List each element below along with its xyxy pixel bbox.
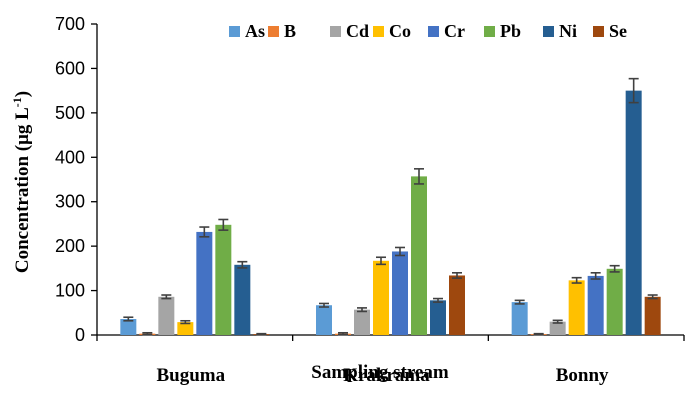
bar: [449, 275, 465, 335]
legend-swatch: [373, 26, 384, 37]
y-axis-title-main: Concentration (μg L: [12, 107, 33, 273]
y-tick-label: 0: [75, 325, 85, 345]
legend-label: Pb: [500, 21, 521, 41]
y-axis-title-superscript: -1: [10, 97, 24, 107]
legend-label: Se: [609, 21, 627, 41]
y-axis-title: Concentration (μg L-1): [10, 91, 33, 273]
bar: [606, 268, 623, 335]
legend-swatch: [330, 26, 341, 37]
bar: [234, 264, 251, 335]
y-tick-label: 600: [55, 58, 85, 78]
bar: [411, 176, 427, 335]
bar: [196, 231, 213, 335]
y-tick-label: 100: [55, 281, 85, 301]
bar: [373, 260, 389, 335]
bar: [511, 302, 528, 335]
bar: [158, 296, 175, 335]
legend-label: B: [284, 21, 296, 41]
legend: As B Cd Co Cr Pb Ni Se: [229, 21, 627, 41]
x-tick-label: Krakrama: [343, 365, 430, 386]
bar: [587, 275, 604, 335]
bar: [549, 321, 566, 335]
bars-layer: [120, 90, 661, 336]
legend-swatch: [428, 26, 439, 37]
y-axis: 0 100 200 300 400 500 600 700: [55, 14, 98, 345]
bar: [354, 309, 370, 335]
y-axis-title-end: ): [12, 91, 33, 97]
legend-swatch: [484, 26, 495, 37]
legend-label: Ni: [559, 21, 577, 41]
legend-swatch: [229, 26, 240, 37]
bar: [392, 251, 408, 335]
bar: [568, 280, 585, 335]
error-bars-layer: [123, 77, 658, 336]
legend-label: As: [245, 21, 265, 41]
bar: [644, 296, 661, 335]
y-tick-label: 200: [55, 236, 85, 256]
bar: [120, 319, 137, 335]
bar: [177, 322, 194, 335]
x-tick-label: Buguma: [157, 365, 226, 386]
y-tick-label: 700: [55, 14, 85, 34]
y-tick-label: 400: [55, 147, 85, 167]
bar: [625, 90, 642, 336]
legend-swatch: [593, 26, 604, 37]
bar: [430, 300, 446, 335]
legend-label: Co: [389, 21, 411, 41]
legend-label: Cd: [346, 21, 369, 41]
y-tick-label: 500: [55, 103, 85, 123]
bar: [215, 224, 232, 335]
x-axis-title: Sampling stream: [311, 362, 449, 383]
legend-swatch: [543, 26, 554, 37]
bar: [316, 305, 332, 335]
x-axis: Buguma Krakrama Bonny: [96, 334, 685, 386]
y-tick-label: 300: [55, 192, 85, 212]
x-tick-label: Bonny: [556, 365, 609, 386]
legend-label: Cr: [444, 21, 465, 41]
legend-swatch: [268, 26, 279, 37]
